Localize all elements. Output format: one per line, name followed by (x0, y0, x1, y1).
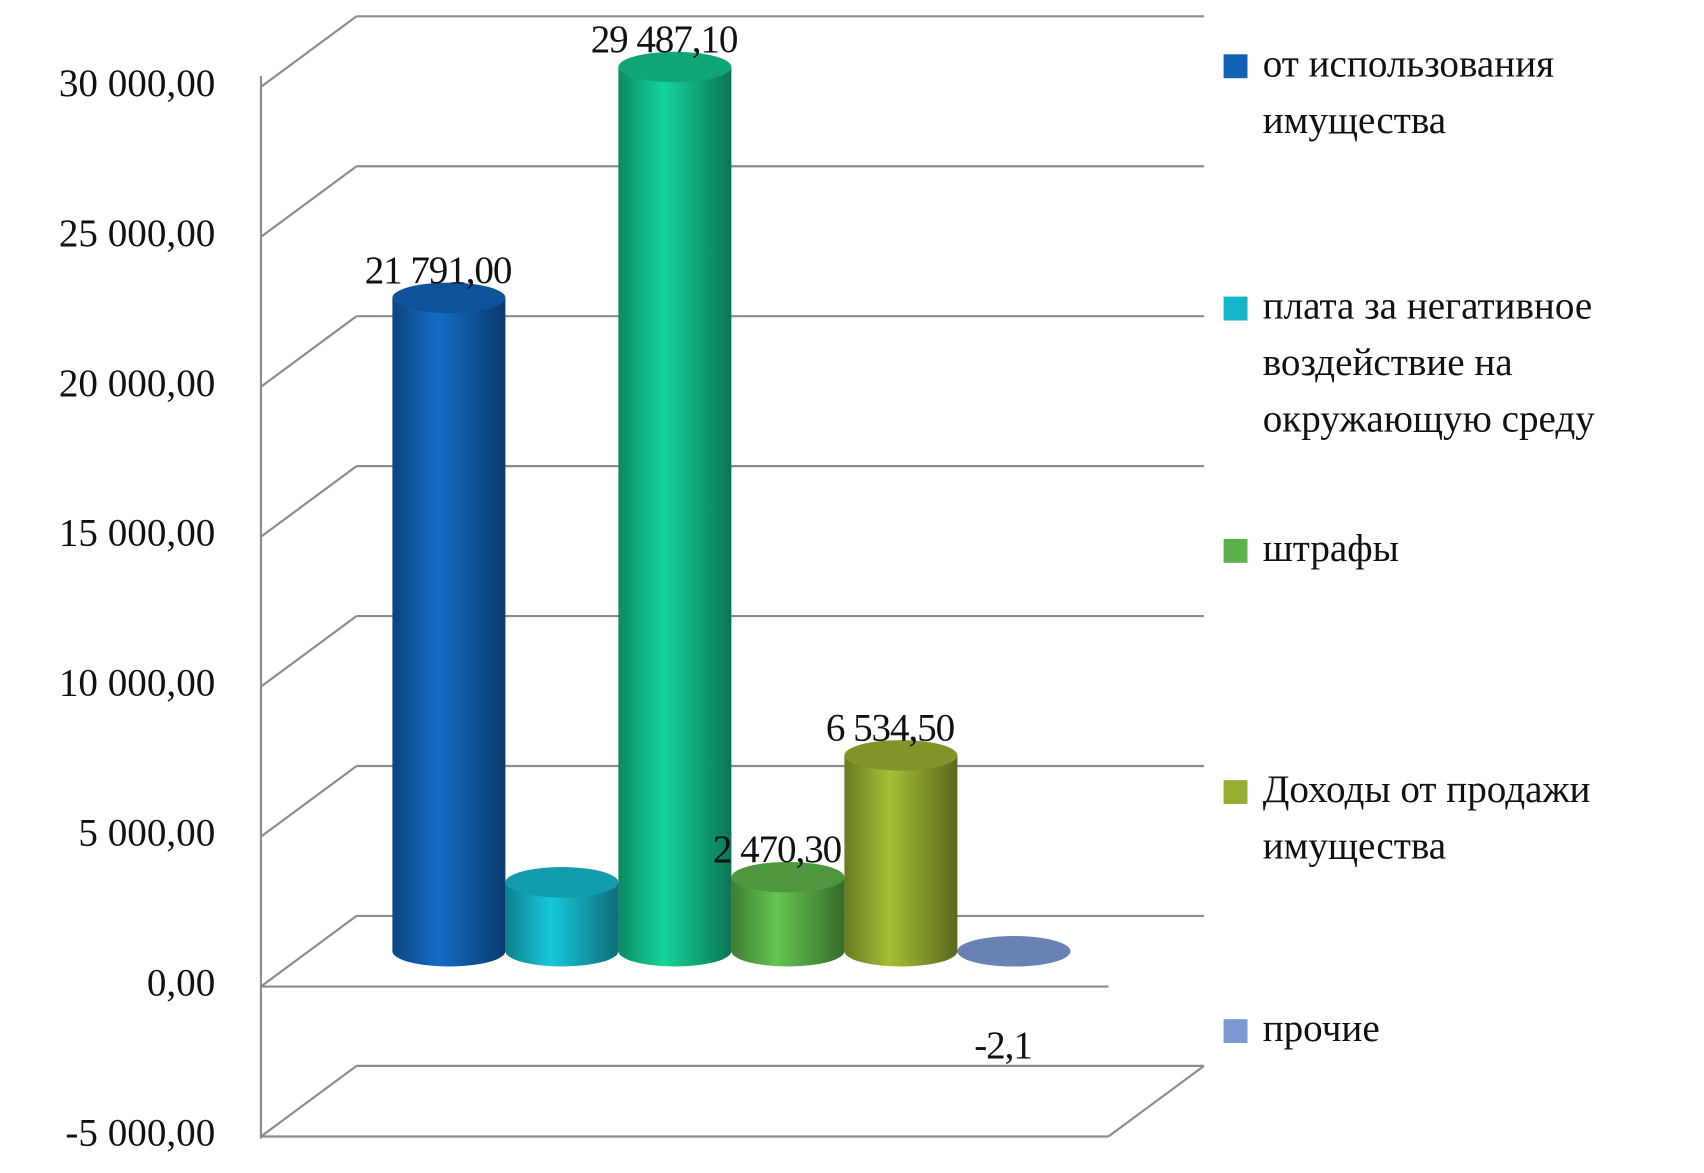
legend-line: воздействие на (1263, 341, 1513, 384)
y-tick-label: 20 000,00 (59, 362, 215, 405)
y-tick-label: 25 000,00 (59, 212, 215, 255)
bar-top (505, 867, 618, 897)
grid-line (261, 16, 357, 87)
legend-swatch (1224, 780, 1248, 804)
grid-line (261, 916, 357, 987)
y-tick-label: 30 000,00 (59, 62, 215, 105)
legend-label: от использования имущества (1263, 42, 1554, 141)
grid-line (261, 766, 357, 837)
legend-swatch (1224, 54, 1248, 78)
bar (618, 67, 731, 951)
value-label: 2 470,30 (713, 828, 842, 871)
y-tick-label: 15 000,00 (59, 512, 215, 555)
grid-line (261, 466, 357, 537)
legend-line: имущества (1263, 825, 1446, 868)
legend-label: прочие (1263, 1007, 1380, 1050)
legend-label: Доходы от продажи имущества (1263, 768, 1591, 867)
legend-line: Доходы от продажи (1263, 768, 1591, 811)
value-label: 6 534,50 (826, 706, 955, 749)
legend-line: имущества (1263, 99, 1446, 142)
y-tick-label: -5 000,00 (65, 1111, 215, 1154)
bar-top (957, 936, 1070, 966)
bar (844, 755, 957, 951)
grid-line (261, 316, 357, 387)
value-label: 21 791,00 (365, 249, 512, 292)
value-label: -2,1 (974, 1024, 1032, 1067)
y-tick-label: 10 000,00 (59, 662, 215, 705)
bar (392, 298, 505, 951)
legend-swatch (1224, 1019, 1248, 1043)
legend-line: окружающую среду (1263, 398, 1596, 441)
grid-line (261, 616, 357, 687)
legend-swatch (1224, 539, 1248, 563)
y-tick-label: 0,00 (147, 962, 215, 1005)
legend-swatch (1224, 297, 1248, 321)
floor-line (1108, 1066, 1204, 1137)
legend-label: плата за негативное воздействие на окружаю… (1263, 285, 1596, 441)
grid-line (261, 166, 357, 237)
grid-line (261, 1066, 357, 1137)
legend-line: плата за негативное (1263, 285, 1593, 328)
legend-line: штрафы (1263, 527, 1399, 570)
value-label: 29 487,10 (591, 18, 738, 61)
legend-line: от использования (1263, 42, 1554, 85)
legend-label: штрафы (1263, 527, 1399, 570)
legend-line: прочие (1263, 1007, 1380, 1050)
y-tick-label: 5 000,00 (78, 812, 215, 855)
